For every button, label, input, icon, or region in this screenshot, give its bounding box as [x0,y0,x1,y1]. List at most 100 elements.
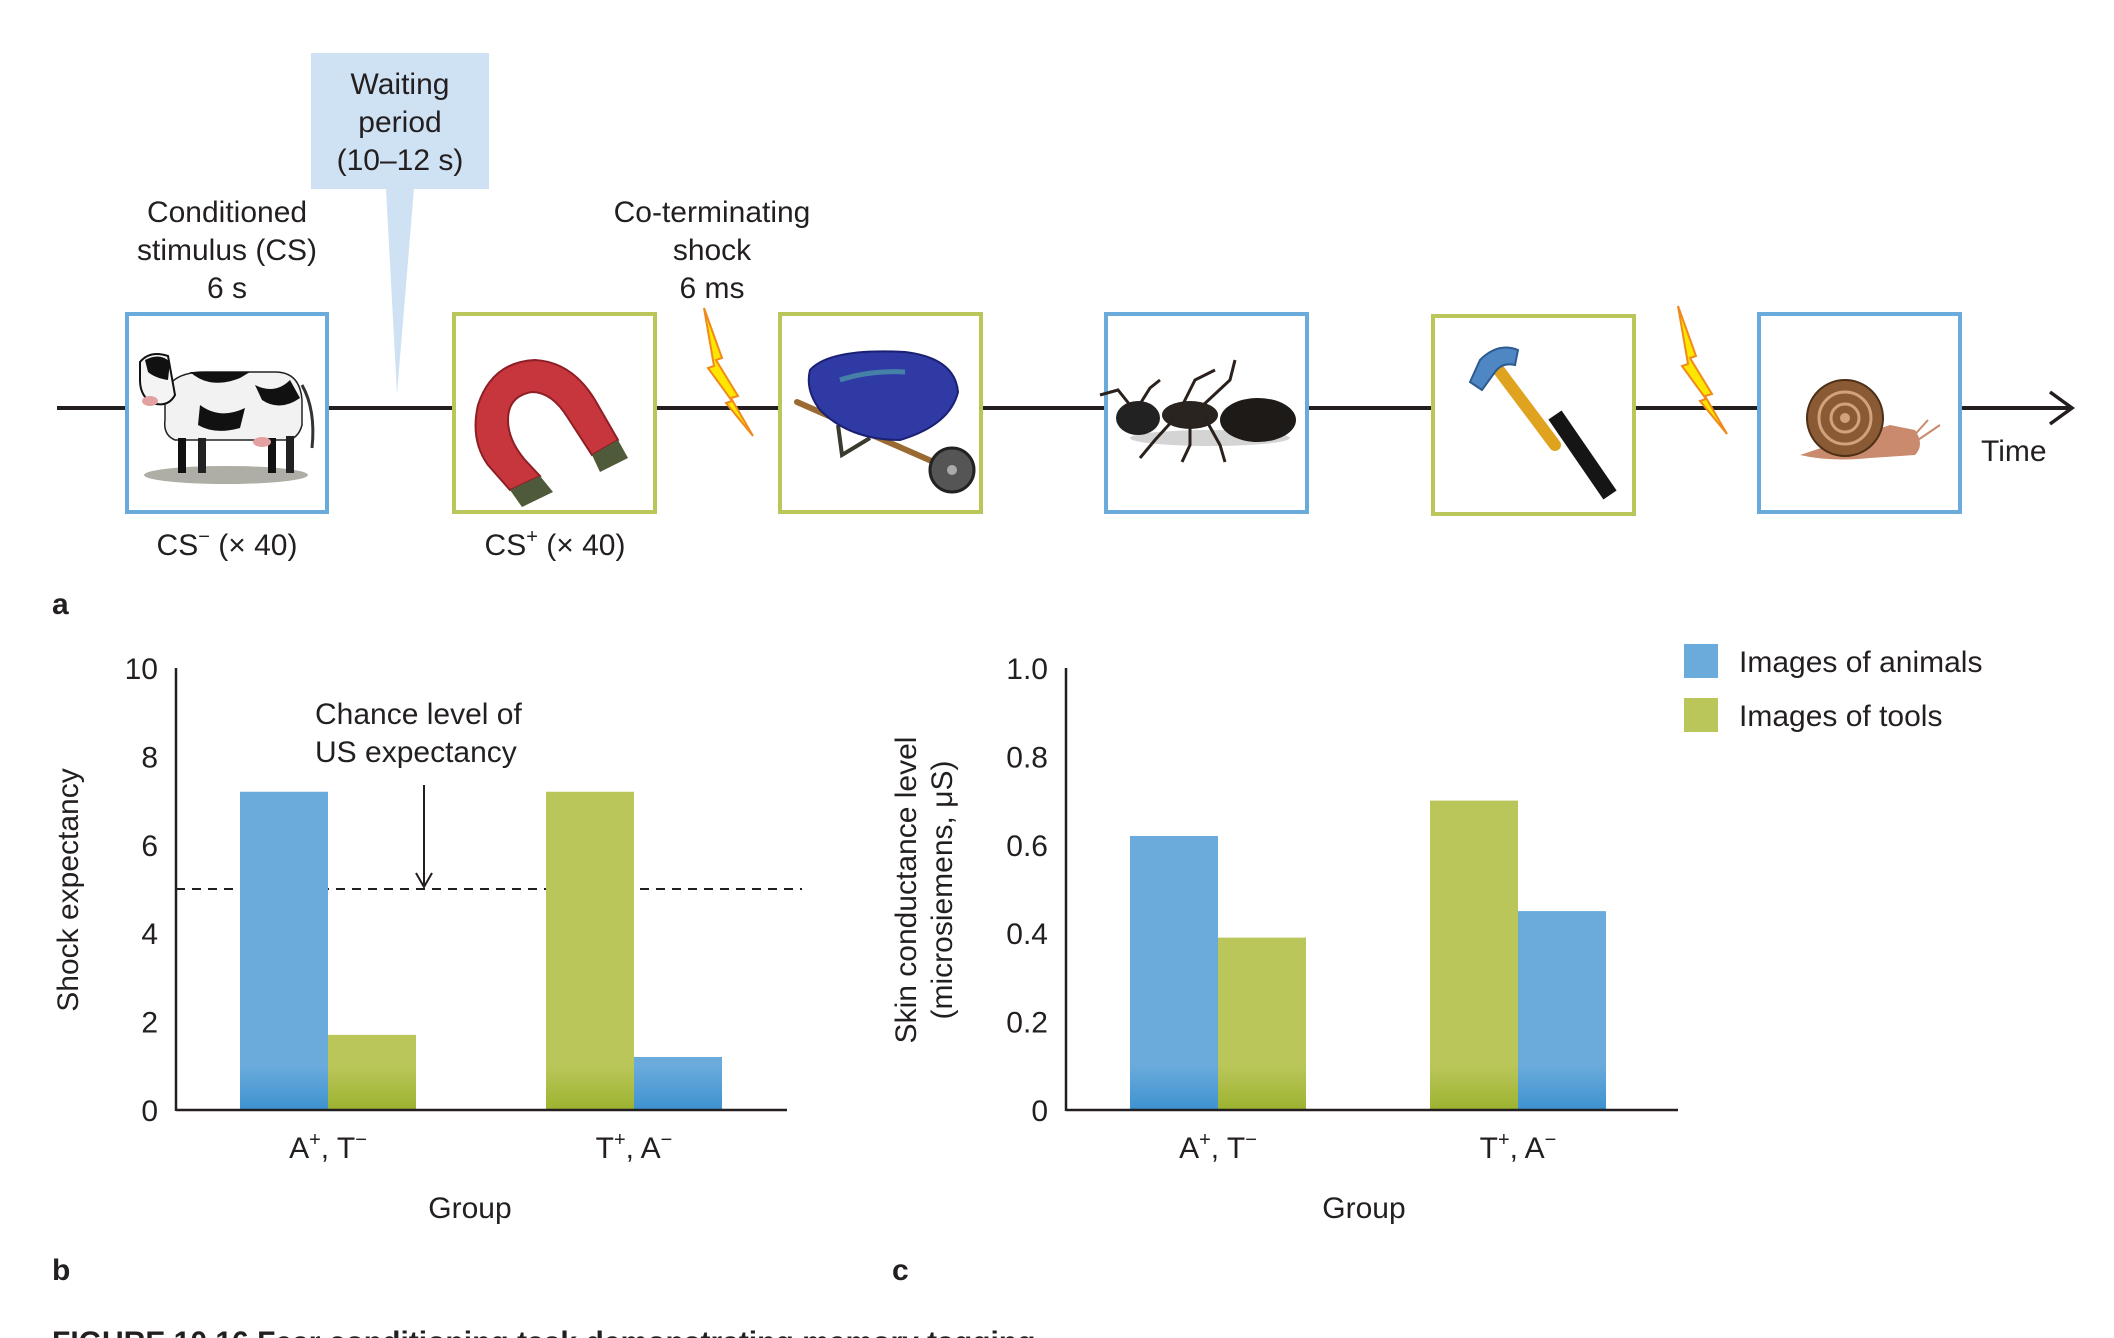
cs-minus-label: CS− (× 40) [157,526,298,562]
stimulus-hammer [1431,314,1636,516]
legend-label-tools: Images of tools [1739,700,1942,733]
bar [1130,835,1218,1110]
bar-tools-group-2 [1430,800,1518,1110]
y-tick-label: 8 [141,741,158,774]
legend-swatch-tools [1684,698,1718,732]
bar [1430,800,1518,1110]
stimulus-snail [1757,312,1962,514]
cs-minus-rest: (× 40) [210,529,298,562]
bar [240,791,328,1110]
chart-c-skin-conductance: 0 0.2 0.4 0.6 0.8 1.0 A+, T− T+, A− Group Skin co… [890,653,1678,1225]
y-axis-label: Shock expectancy [52,768,85,1011]
cs-minus-base: CS [157,529,199,562]
figure-caption: FIGURE 10.16 Fear conditioning task demo… [52,1326,1036,1338]
shock-label: Co-terminating shock 6 ms [614,196,811,305]
legend: Images of animals Images of tools [1684,644,1982,733]
x-tick-label: T+, A− [1480,1129,1557,1165]
bar-base-shade [634,1066,722,1110]
callout-pointer [386,189,414,394]
annotation-arrowhead-icon [415,872,433,890]
bar [546,791,634,1110]
wheelbarrow-icon [794,350,976,494]
hammer-icon [1468,346,1617,500]
x-tick-label: A+, T− [289,1129,367,1165]
panel-a: Waiting period (10–12 s) Conditioned sti… [52,53,2075,621]
cs-plus-base: CS [485,529,527,562]
panel-letter-b: b [52,1254,70,1287]
panel-letter-c: c [892,1254,909,1287]
ant-icon [1099,359,1296,463]
callout-line-1: Waiting [351,68,450,101]
bar-animals-group-2 [1518,911,1606,1110]
y-axis-label: Skin conductance level [890,737,923,1044]
bar-animals-group-2 [634,1056,722,1110]
bar-base-shade [546,1066,634,1110]
callout-line-2: period [358,106,441,139]
chance-level-annotation: Chance level of [315,698,522,731]
shock-bolt-icon [703,307,754,437]
bar-tools-group-1 [1218,937,1306,1110]
y-tick-label: 1.0 [1006,653,1048,686]
bar-base-shade [1130,1066,1218,1110]
cs-minus-sup: − [198,526,210,548]
bar-base-shade [1430,1066,1518,1110]
x-axis-label: Group [1322,1192,1405,1225]
stimulus-sequence [125,312,1962,516]
bar-animals-group-1 [1130,835,1218,1110]
y-tick-label: 6 [141,830,158,863]
callout-line-3: (10–12 s) [337,144,464,177]
shock-bolt-icon [1677,305,1728,435]
bar-overlay [546,886,634,892]
y-tick-label: 0 [141,1095,158,1128]
bar-base-shade [328,1066,416,1110]
time-label: Time [1981,435,2047,468]
chart-b-shock-expectancy: 0 2 4 6 8 10 A+, T− T+, A− Group Shock expectancy… [52,653,802,1225]
x-axis-label: Group [428,1192,511,1225]
shock-label-line-2: shock [673,234,752,267]
y-tick-label: 0 [1031,1095,1048,1128]
bar-tools-group-1 [328,1034,416,1110]
y-tick-label: 4 [141,918,158,951]
legend-swatch-animals [1684,644,1718,678]
legend-item-animals: Images of animals [1684,644,1982,679]
waiting-period-callout: Waiting period (10–12 s) [311,53,489,394]
legend-item-tools: Images of tools [1684,698,1942,733]
x-tick-label: T+, A− [596,1129,673,1165]
bar-base-shade [1218,1066,1306,1110]
y-tick-label: 0.6 [1006,830,1048,863]
bar-tools-group-2 [546,791,634,1110]
y-tick-label: 10 [125,653,158,686]
stimulus-ant [1099,312,1309,514]
y-tick-label: 0.4 [1006,918,1048,951]
shock-label-line-1: Co-terminating [614,196,811,229]
timeline-arrowhead-icon [2048,390,2075,426]
bar-animals-group-1 [240,791,328,1110]
cs-plus-label: CS+ (× 40) [485,526,626,562]
y-axis-label: (microsiemens, μS) [926,761,959,1020]
bar-base-shade [1518,1066,1606,1110]
panel-letter-a: a [52,588,69,621]
cs-label-line-1: Conditioned [147,196,307,229]
stimulus-wheelbarrow [778,312,983,514]
x-tick-label: A+, T− [1179,1129,1257,1165]
shock-label-line-3: 6 ms [679,272,744,305]
cs-label-line-3: 6 s [207,272,247,305]
y-tick-label: 0.8 [1006,741,1048,774]
cs-plus-rest: (× 40) [538,529,626,562]
chance-level-annotation: US expectancy [315,736,517,769]
cs-label-line-2: stimulus (CS) [137,234,317,267]
bar-base-shade [240,1066,328,1110]
magnet-icon [474,358,628,507]
y-tick-label: 0.2 [1006,1007,1048,1040]
y-tick-label: 2 [141,1007,158,1040]
cow-icon [139,353,315,484]
stimulus-cow [125,312,329,514]
snail-icon [1800,379,1941,460]
stimulus-magnet [452,312,657,514]
legend-label-animals: Images of animals [1739,646,1982,679]
cs-label: Conditioned stimulus (CS) 6 s [137,196,317,305]
callout-box [311,53,489,189]
bar-overlay [240,886,328,892]
cs-plus-sup: + [526,526,538,548]
